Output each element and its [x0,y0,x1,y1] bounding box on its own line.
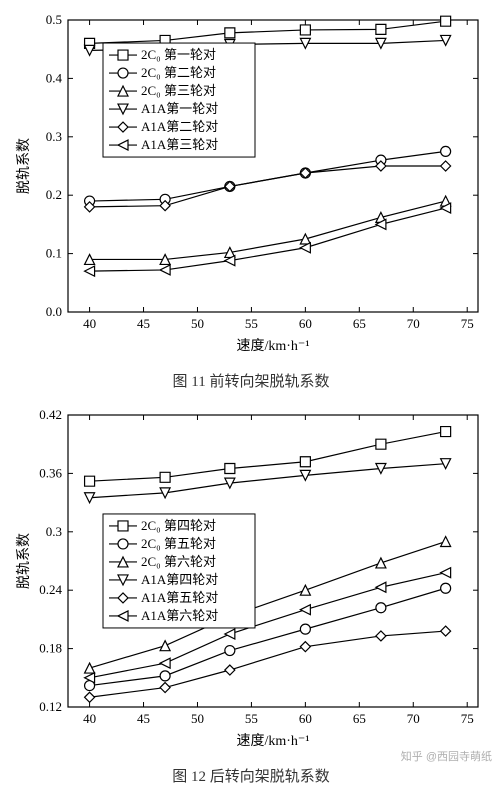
svg-text:55: 55 [245,711,258,726]
svg-text:40: 40 [83,711,96,726]
chart-12-svg: 40 45 50 55 60 65 70 75 0.12 0.18 0.24 0.3 0.36 0.42 速… [10,405,492,755]
svg-text:2C₀ 第二轮对: 2C₀ 第二轮对 [141,65,216,80]
svg-text:0.12: 0.12 [39,699,62,714]
svg-text:2C₀ 第三轮对: 2C₀ 第三轮对 [141,83,216,98]
svg-text:65: 65 [353,711,366,726]
svg-text:75: 75 [461,711,474,726]
svg-text:速度/km·h⁻¹: 速度/km·h⁻¹ [236,338,309,354]
chart-11-caption: 图 11 前转向架脱轨系数 [10,370,492,391]
svg-text:70: 70 [407,711,420,726]
svg-text:70: 70 [407,316,420,331]
svg-text:A1A第四轮对: A1A第四轮对 [141,572,218,587]
svg-text:A1A第六轮对: A1A第六轮对 [141,608,218,623]
svg-text:75: 75 [461,316,474,331]
svg-text:40: 40 [83,316,96,331]
svg-text:0.18: 0.18 [39,641,62,656]
svg-text:2C₀ 第一轮对: 2C₀ 第一轮对 [141,47,216,62]
chart-12-container: 40 45 50 55 60 65 70 75 0.12 0.18 0.24 0.3 0.36 0.42 速… [10,405,492,755]
svg-text:0.0: 0.0 [46,304,62,319]
svg-text:速度/km·h⁻¹: 速度/km·h⁻¹ [236,733,309,749]
svg-text:脱轨系数: 脱轨系数 [16,533,32,589]
svg-text:A1A第二轮对: A1A第二轮对 [141,119,218,134]
svg-text:60: 60 [299,316,312,331]
chart-11-container: 40 45 50 55 60 65 70 75 0.0 0.1 0.2 0.3 0.4 0.5 速度/km·… [10,10,492,360]
chart-12-caption: 图 12 后转向架脱轨系数 [10,765,492,786]
svg-text:65: 65 [353,316,366,331]
svg-text:2C₀ 第四轮对: 2C₀ 第四轮对 [141,518,216,533]
watermark: 知乎 @西园寺萌纸 [401,748,492,764]
svg-text:2C₀ 第六轮对: 2C₀ 第六轮对 [141,554,216,569]
svg-text:0.1: 0.1 [46,246,62,261]
svg-text:0.3: 0.3 [46,129,62,144]
svg-text:A1A第三轮对: A1A第三轮对 [141,137,218,152]
svg-text:45: 45 [137,316,150,331]
svg-text:0.36: 0.36 [39,465,62,480]
svg-text:50: 50 [191,711,204,726]
chart-11-svg: 40 45 50 55 60 65 70 75 0.0 0.1 0.2 0.3 0.4 0.5 速度/km·… [10,10,492,360]
svg-text:45: 45 [137,711,150,726]
svg-text:0.3: 0.3 [46,524,62,539]
svg-text:0.42: 0.42 [39,407,62,422]
svg-text:A1A第一轮对: A1A第一轮对 [141,101,218,116]
svg-text:0.2: 0.2 [46,187,62,202]
svg-text:2C₀ 第五轮对: 2C₀ 第五轮对 [141,536,216,551]
svg-text:55: 55 [245,316,258,331]
svg-text:0.4: 0.4 [46,70,63,85]
svg-text:0.24: 0.24 [39,582,62,597]
svg-text:脱轨系数: 脱轨系数 [16,138,32,194]
svg-text:0.5: 0.5 [46,12,62,27]
svg-text:60: 60 [299,711,312,726]
svg-text:50: 50 [191,316,204,331]
svg-text:A1A第五轮对: A1A第五轮对 [141,590,218,605]
